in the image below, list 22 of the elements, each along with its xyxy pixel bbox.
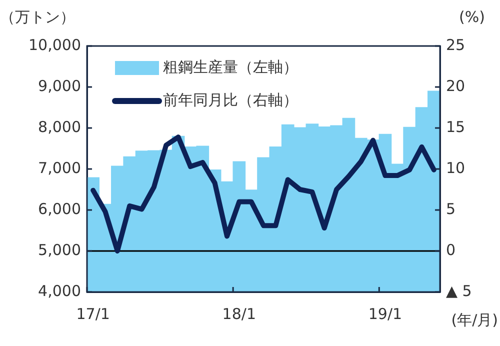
legend-label: 粗鋼生産量（左軸） — [163, 58, 298, 76]
y-tick-label: 9,000 — [38, 76, 81, 95]
y-tick-label: 6,000 — [38, 200, 81, 218]
y-tick-label: 7,000 — [38, 158, 81, 177]
y-tick-label: 8,000 — [38, 118, 81, 136]
y2-tick-label: 15 — [446, 118, 466, 136]
y-axis-title: （万トン） — [0, 8, 75, 26]
y2-tick-label: 25 — [446, 36, 466, 54]
legend-label: 前年同月比（右軸） — [163, 90, 298, 109]
y-tick-label: 5,000 — [38, 240, 81, 259]
y2-tick-label: 5 — [446, 200, 456, 218]
y2-tick-label: 10 — [446, 158, 466, 177]
y-tick-label: 4,000 — [38, 282, 81, 300]
x-axis-title: (年/月) — [451, 310, 498, 329]
x-tick-label: 18/1 — [222, 304, 256, 323]
x-tick-label: 17/1 — [76, 304, 110, 323]
y2-tick-label: ▲ 5 — [446, 282, 472, 300]
y2-axis-title: (%) — [459, 8, 485, 26]
y2-tick-label: 0 — [446, 240, 456, 259]
x-tick-label: 19/1 — [368, 304, 402, 323]
y2-tick-label: 20 — [446, 76, 466, 95]
y-tick-label: 10,000 — [28, 36, 81, 54]
